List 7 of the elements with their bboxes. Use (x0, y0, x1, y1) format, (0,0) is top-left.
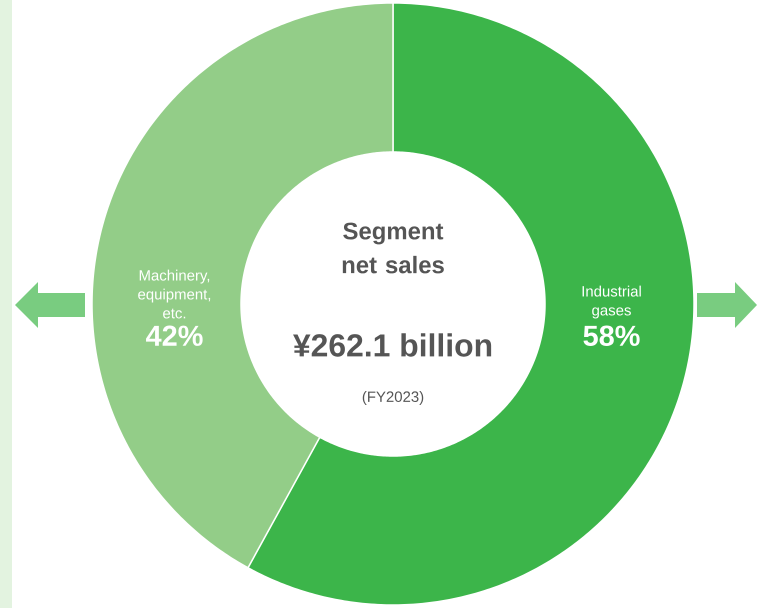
data-label: 58% (583, 326, 640, 346)
data-label: 42% (146, 326, 203, 346)
text: (FY2023) (362, 391, 424, 405)
text: Segment net sales (342, 222, 444, 274)
slice-label: Industrial gases (582, 286, 641, 318)
text: ¥262.1 billion (293, 333, 492, 357)
slice-label: Machinery, equipment, etc. (138, 270, 210, 318)
